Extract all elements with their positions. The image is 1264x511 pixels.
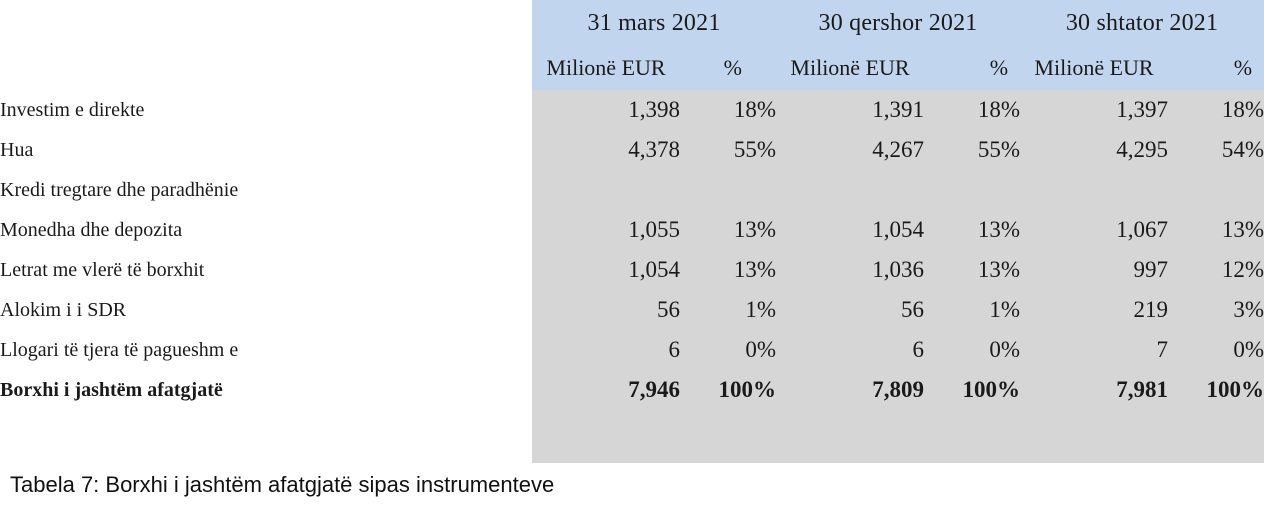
table-row: Monedha dhe depozita 1,055 13% 1,054 13%…: [0, 210, 1264, 250]
row-value-q1: 1,054: [628, 257, 680, 282]
percent-header-1: %: [723, 55, 742, 80]
table-body: Investim e direkte 1,398 18% 1,391 18% 1…: [0, 90, 1264, 410]
row-label: Investim e direkte: [0, 98, 145, 121]
row-value-q3: 7: [1156, 337, 1169, 362]
unit-header-3: Milionë EUR: [1034, 55, 1154, 80]
row-percent-q3: 0%: [1233, 337, 1264, 362]
row-value-q3: [1020, 170, 1168, 210]
row-value-q2: 6: [912, 337, 925, 362]
row-label: Monedha dhe depozita: [0, 218, 183, 241]
row-percent-q2: 55%: [977, 137, 1021, 162]
row-percent-q3: 54%: [1221, 137, 1264, 162]
table-figure: 31 mars 2021 30 qershor 2021 30 shtator …: [0, 0, 1264, 463]
table-row: Investim e direkte 1,398 18% 1,391 18% 1…: [0, 90, 1264, 130]
row-value-q2: [776, 170, 924, 210]
row-value-q3: 997: [1133, 257, 1169, 282]
row-label: Letrat me vlerë të borxhit: [0, 258, 205, 281]
table-row: Letrat me vlerë të borxhit 1,054 13% 1,0…: [0, 250, 1264, 290]
row-value-q1: 4,378: [628, 137, 680, 162]
column-group-header-3: 30 shtator 2021: [1065, 9, 1219, 36]
row-value-q1: 1,055: [628, 217, 680, 242]
table-row: Hua 4,378 55% 4,267 55% 4,295 54%: [0, 130, 1264, 170]
row-value-q2: 56: [901, 297, 924, 322]
header-corner-blank: [0, 0, 532, 46]
row-label: Llogari të tjera të pagueshm e: [0, 338, 239, 361]
row-value-q3: 7,981: [1116, 377, 1169, 402]
row-value-q3: 1,397: [1116, 97, 1169, 122]
row-percent-q2: 1%: [989, 297, 1021, 322]
row-value-q2: 7,809: [872, 377, 924, 402]
row-percent-q2: 13%: [977, 257, 1021, 282]
table-row: Llogari të tjera të pagueshm e 6 0% 6 0%…: [0, 330, 1264, 370]
row-percent-q3: 18%: [1221, 97, 1264, 122]
row-percent-q1: 13%: [733, 257, 776, 282]
row-value-q3: 4,295: [1116, 137, 1169, 162]
row-percent-q3: 3%: [1233, 297, 1264, 322]
unit-header-1: Milionë EUR: [546, 55, 666, 80]
table-row: Alokim i i SDR 56 1% 56 1% 219 3%: [0, 290, 1264, 330]
row-value-q2: 1,391: [872, 97, 924, 122]
table-header-dates: 31 mars 2021 30 qershor 2021 30 shtator …: [0, 0, 1264, 46]
row-label: Borxhi i jashtëm afatgjatë: [0, 378, 223, 401]
row-percent-q2: 18%: [977, 97, 1021, 122]
row-value-q1: 7,946: [628, 377, 680, 402]
table-row: Kredi tregtare dhe paradhënie: [0, 170, 1264, 210]
row-value-q3: 1,067: [1116, 217, 1169, 242]
row-label: Alokim i i SDR: [0, 298, 127, 321]
row-value-q2: 4,267: [872, 137, 924, 162]
row-value-q2: 1,054: [872, 217, 924, 242]
row-value-q3: 219: [1133, 297, 1169, 322]
row-percent-q1: 1%: [745, 297, 776, 322]
row-percent-q1: [680, 170, 776, 210]
table-total-row: Borxhi i jashtëm afatgjatë 7,946 100% 7,…: [0, 370, 1264, 410]
header-corner-blank-2: [0, 46, 532, 90]
percent-header-3: %: [1233, 55, 1253, 80]
row-value-q1: 6: [668, 337, 681, 362]
row-percent-q1: 13%: [733, 217, 776, 242]
unit-header-2: Milionë EUR: [790, 55, 910, 80]
row-percent-q1: 100%: [718, 377, 777, 402]
row-value-q1: 56: [657, 297, 680, 322]
row-percent-q2: 100%: [962, 377, 1021, 402]
row-percent-q3: [1168, 170, 1264, 210]
column-group-header-1: 31 mars 2021: [587, 9, 721, 36]
row-percent-q3: 100%: [1206, 377, 1264, 402]
row-percent-q2: 13%: [977, 217, 1021, 242]
row-label: Hua: [0, 138, 34, 161]
row-percent-q2: [924, 170, 1020, 210]
row-percent-q3: 12%: [1221, 257, 1264, 282]
row-value-q2: 1,036: [872, 257, 924, 282]
body-band: [532, 90, 1264, 463]
row-percent-q1: 18%: [733, 97, 776, 122]
header-band: [532, 0, 1264, 90]
row-percent-q1: 55%: [733, 137, 776, 162]
column-group-header-2: 30 qershor 2021: [818, 9, 978, 36]
percent-header-2: %: [989, 55, 1009, 80]
row-percent-q2: 0%: [989, 337, 1021, 362]
row-value-q1: 1,398: [628, 97, 680, 122]
row-label: Kredi tregtare dhe paradhënie: [0, 178, 239, 201]
row-percent-q1: 0%: [745, 337, 776, 362]
external-debt-table: 31 mars 2021 30 qershor 2021 30 shtator …: [0, 0, 1264, 410]
row-value-q1: [532, 170, 680, 210]
table-header-units: Milionë EUR % Milionë EUR % Milionë EUR …: [0, 46, 1264, 90]
row-percent-q3: 13%: [1221, 217, 1264, 242]
table-caption: Tabela 7: Borxhi i jashtëm afatgjatë sip…: [10, 472, 555, 497]
